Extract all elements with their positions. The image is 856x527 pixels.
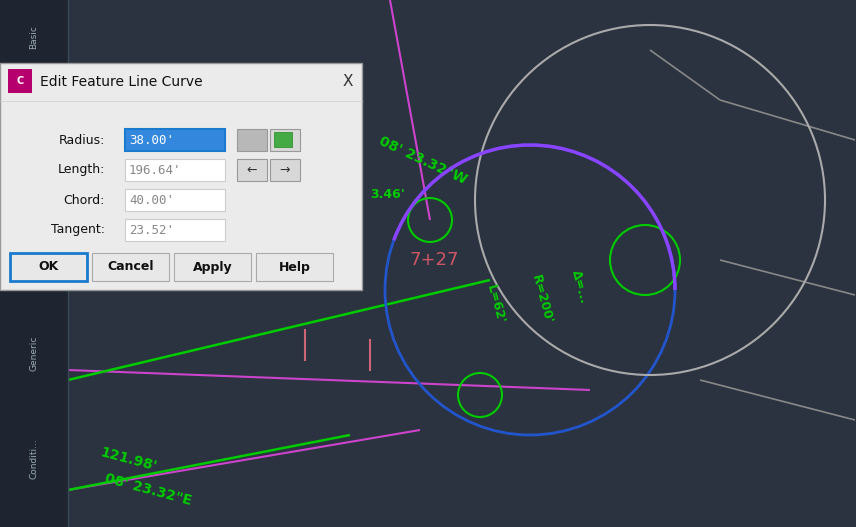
Text: →: → xyxy=(280,163,290,177)
Bar xyxy=(126,130,224,150)
Text: Cur: Cur xyxy=(29,155,39,171)
Text: OK: OK xyxy=(39,260,58,274)
Text: C: C xyxy=(16,76,24,86)
Bar xyxy=(270,129,300,151)
Bar xyxy=(125,189,225,211)
Text: Daylight: Daylight xyxy=(29,239,39,277)
Text: Length:: Length: xyxy=(57,163,105,177)
Text: Generic: Generic xyxy=(29,335,39,371)
Bar xyxy=(0,63,362,290)
Bar xyxy=(125,129,225,151)
Bar xyxy=(270,159,300,181)
Bar xyxy=(256,253,333,281)
Text: Apply: Apply xyxy=(193,260,232,274)
Bar xyxy=(8,69,32,93)
Text: 7+27: 7+27 xyxy=(410,251,460,269)
Text: Chord:: Chord: xyxy=(63,193,105,207)
Bar xyxy=(174,253,251,281)
Text: Cancel: Cancel xyxy=(107,260,154,274)
Text: 3.46': 3.46' xyxy=(370,189,405,201)
Text: Help: Help xyxy=(278,260,311,274)
Text: 38.00': 38.00' xyxy=(129,133,174,147)
Text: 08' 23.32"W: 08' 23.32"W xyxy=(377,134,469,187)
Bar xyxy=(237,159,267,181)
Text: 08' 23.32"E: 08' 23.32"E xyxy=(104,471,193,508)
Bar xyxy=(0,0,68,527)
Bar xyxy=(125,219,225,241)
Text: Tangent:: Tangent: xyxy=(51,223,105,237)
Text: 40.00': 40.00' xyxy=(129,193,174,207)
Bar xyxy=(125,159,225,181)
Text: 23.52': 23.52' xyxy=(129,223,174,237)
Bar xyxy=(92,253,169,281)
Text: ←: ← xyxy=(247,163,258,177)
Bar xyxy=(274,132,292,147)
Bar xyxy=(237,129,267,151)
Text: Radius:: Radius: xyxy=(58,133,105,147)
Text: 121.98': 121.98' xyxy=(98,445,158,474)
Text: Δ=...: Δ=... xyxy=(568,268,590,305)
Text: 196.64': 196.64' xyxy=(129,163,181,177)
Bar xyxy=(10,253,87,281)
Text: Edit Feature Line Curve: Edit Feature Line Curve xyxy=(40,75,203,89)
Text: Conditi...: Conditi... xyxy=(29,438,39,479)
Text: L=62': L=62' xyxy=(484,284,507,325)
Text: Basic: Basic xyxy=(29,25,39,49)
Text: X: X xyxy=(342,74,354,90)
Text: R=200': R=200' xyxy=(529,274,555,326)
